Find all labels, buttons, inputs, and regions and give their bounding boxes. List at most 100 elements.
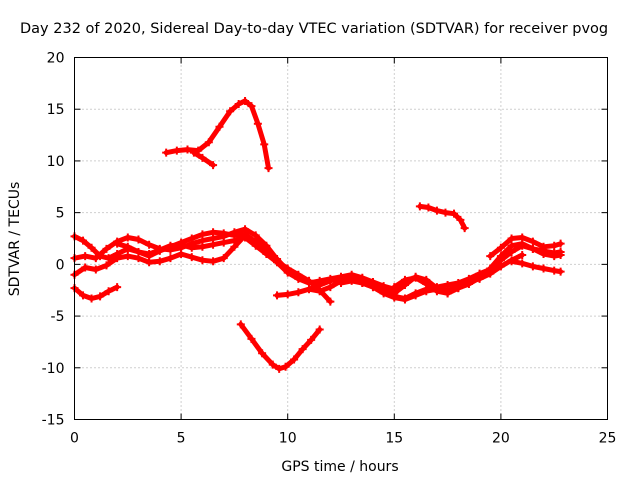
data-point	[260, 140, 269, 149]
y-axis-label: SDTVAR / TECUs	[7, 182, 23, 297]
series-line	[72, 284, 120, 301]
data-point	[326, 297, 335, 306]
data-point	[539, 242, 548, 251]
data-point	[166, 241, 175, 250]
data-point	[456, 215, 465, 224]
data-point	[358, 278, 367, 287]
data-point	[79, 236, 88, 245]
data-point	[539, 250, 548, 259]
data-point	[87, 243, 96, 252]
data-point	[226, 107, 235, 116]
data-point	[104, 254, 113, 263]
data-point	[528, 237, 537, 246]
series-line	[238, 321, 323, 372]
data-point	[449, 209, 458, 218]
data-point	[230, 236, 239, 245]
data-point	[486, 265, 495, 274]
data-point	[326, 283, 335, 292]
data-point	[96, 292, 105, 301]
data-point	[91, 254, 100, 263]
data-point	[294, 274, 303, 283]
data-point	[400, 275, 409, 284]
data-point	[400, 295, 409, 304]
data-point	[155, 257, 164, 266]
x-tick-label: 15	[385, 431, 403, 447]
series-line	[391, 243, 564, 296]
data-point	[283, 268, 292, 277]
data-point	[87, 294, 96, 303]
data-point	[550, 252, 559, 261]
data-point	[104, 287, 113, 296]
data-point	[486, 252, 495, 261]
x-axis-label: GPS time / hours	[281, 459, 398, 475]
data-point	[290, 355, 299, 364]
data-point	[518, 241, 527, 250]
data-point	[307, 335, 316, 344]
data-point	[123, 233, 132, 242]
data-point	[390, 283, 399, 292]
data-point	[198, 256, 207, 265]
data-point	[507, 247, 516, 256]
data-point	[219, 238, 228, 247]
data-point	[518, 233, 527, 242]
data-point	[422, 280, 431, 289]
y-tick-label: -10	[42, 361, 65, 377]
data-point	[155, 245, 164, 254]
axis-ticks: 0 5 10 15 20 25 -15 -10 -5 0 5 10 15 20	[42, 51, 617, 447]
data-point	[209, 257, 218, 266]
data-point	[145, 258, 154, 267]
data-point	[528, 262, 537, 271]
y-tick-label: 20	[47, 51, 65, 67]
data-point	[81, 263, 90, 272]
data-point	[443, 289, 452, 298]
data-point	[424, 203, 433, 212]
series-line	[417, 203, 468, 231]
data-point	[113, 283, 122, 292]
data-point	[241, 233, 250, 242]
data-point	[241, 96, 250, 105]
data-point	[166, 254, 175, 263]
data-point	[198, 153, 207, 162]
data-point	[113, 254, 122, 263]
data-point	[258, 349, 267, 358]
data-point	[177, 250, 186, 259]
data-point	[134, 247, 143, 256]
data-point	[183, 145, 192, 154]
data-point	[518, 259, 527, 268]
y-tick-label: -15	[42, 413, 65, 429]
data-point	[209, 161, 218, 170]
data-point	[298, 345, 307, 354]
x-tick-label: 20	[492, 431, 510, 447]
data-point	[102, 244, 111, 253]
x-tick-label: 5	[177, 431, 186, 447]
data-point	[432, 206, 441, 215]
data-series	[70, 96, 565, 373]
data-point	[172, 146, 181, 155]
data-point	[556, 239, 565, 248]
data-point	[234, 100, 243, 109]
data-point	[507, 257, 516, 266]
data-point	[162, 148, 171, 157]
data-point	[215, 122, 224, 131]
data-point	[475, 273, 484, 282]
data-point	[247, 334, 256, 343]
data-point	[134, 235, 143, 244]
data-point	[337, 278, 345, 287]
data-point	[123, 242, 132, 251]
data-point	[368, 283, 377, 292]
data-point	[496, 256, 505, 265]
data-point	[411, 291, 420, 300]
y-tick-label: 10	[47, 154, 65, 170]
data-point	[247, 102, 256, 111]
data-point	[464, 280, 473, 289]
data-point	[236, 320, 245, 329]
data-point	[198, 242, 207, 251]
data-point	[230, 228, 239, 237]
series-line	[191, 150, 216, 168]
x-tick-label: 0	[70, 431, 79, 447]
data-point	[518, 251, 527, 260]
data-point	[283, 290, 292, 299]
data-point	[91, 265, 100, 274]
x-tick-label: 25	[599, 431, 617, 447]
